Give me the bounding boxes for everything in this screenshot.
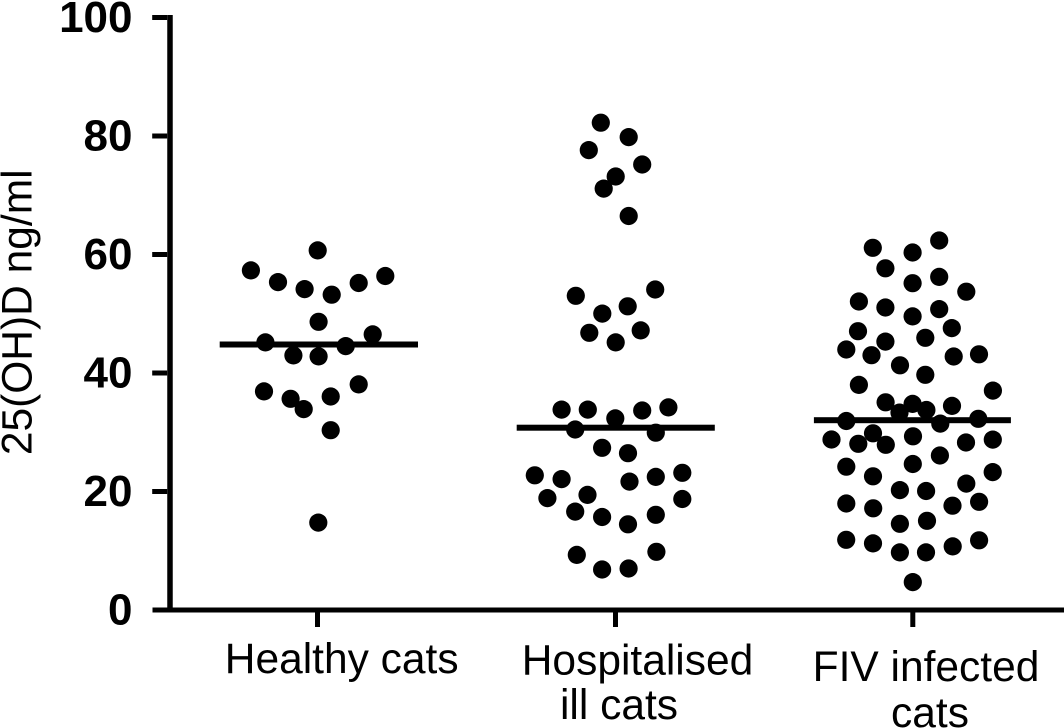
svg-text:60: 60	[84, 230, 133, 279]
svg-text:100: 100	[59, 0, 132, 42]
svg-text:FIV infected: FIV infected	[813, 644, 1040, 691]
svg-text:80: 80	[84, 112, 133, 161]
svg-text:20: 20	[84, 467, 133, 516]
svg-text:25(OH)D ng/ml: 25(OH)D ng/ml	[0, 169, 42, 455]
svg-text:0: 0	[108, 586, 132, 635]
svg-text:Healthy cats: Healthy cats	[225, 636, 459, 683]
svg-text:Hospitalised: Hospitalised	[522, 638, 754, 685]
svg-text:40: 40	[84, 349, 133, 398]
svg-text:ill cats: ill cats	[560, 682, 678, 728]
svg-text:cats: cats	[891, 690, 969, 728]
